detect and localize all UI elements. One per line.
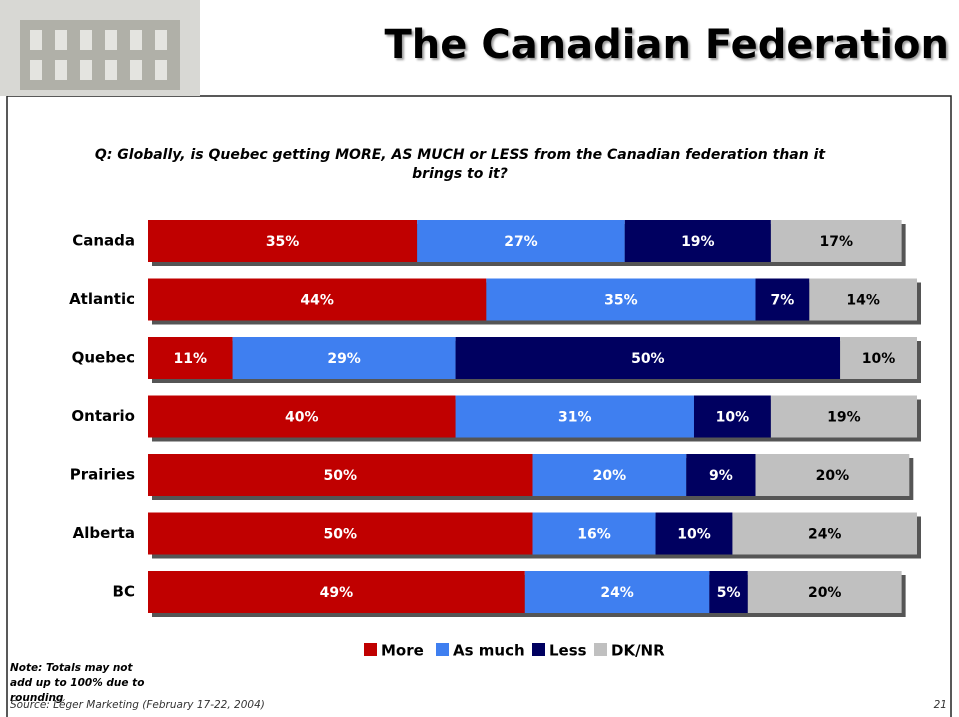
- legend-swatch: [436, 643, 449, 656]
- data-label: 49%: [320, 585, 354, 601]
- data-label: 20%: [808, 585, 842, 601]
- data-label: 16%: [577, 527, 611, 543]
- data-label: 31%: [558, 410, 592, 426]
- y-tick-label: Canada: [72, 232, 135, 250]
- data-label: 17%: [819, 234, 853, 250]
- data-label: 24%: [808, 527, 842, 543]
- chart: Canada 35% 27% 19% 17% Atlantic 44% 35% 7% 14% Que…: [0, 0, 959, 717]
- data-label: 50%: [323, 527, 357, 543]
- slide-title: The Canadian Federation: [385, 22, 949, 68]
- data-label: 10%: [862, 351, 896, 367]
- data-label: 40%: [285, 410, 319, 426]
- y-tick-label: Prairies: [70, 466, 135, 484]
- y-tick-label: Quebec: [72, 349, 135, 367]
- question: Q: Globally, is Quebec getting MORE, AS …: [70, 146, 850, 184]
- data-label: 7%: [771, 293, 795, 309]
- data-label: 50%: [631, 351, 665, 367]
- data-label: 27%: [504, 234, 538, 250]
- data-label: 35%: [266, 234, 300, 250]
- data-label: 50%: [323, 468, 357, 484]
- data-label: 5%: [717, 585, 741, 601]
- y-tick-label: Atlantic: [69, 290, 135, 308]
- legend-swatch: [532, 643, 545, 656]
- data-label: 29%: [327, 351, 361, 367]
- data-label: 10%: [716, 410, 750, 426]
- legend-label: DK/NR: [611, 642, 665, 660]
- data-label: 24%: [600, 585, 634, 601]
- data-label: 20%: [593, 468, 627, 484]
- page-number: 21: [934, 699, 947, 711]
- y-tick-label: BC: [113, 583, 135, 601]
- source: Source: Léger Marketing (February 17-22,…: [10, 699, 265, 711]
- data-label: 10%: [677, 527, 711, 543]
- data-label: 44%: [300, 293, 334, 309]
- data-label: 14%: [846, 293, 880, 309]
- legend-swatch: [364, 643, 377, 656]
- legend-label: As much: [453, 642, 525, 660]
- data-label: 9%: [709, 468, 733, 484]
- slide: Canada 35% 27% 19% 17% Atlantic 44% 35% 7% 14% Que…: [0, 0, 959, 717]
- data-label: 20%: [816, 468, 850, 484]
- y-tick-label: Alberta: [73, 524, 135, 542]
- data-label: 19%: [681, 234, 715, 250]
- data-label: 19%: [827, 410, 861, 426]
- legend-swatch: [594, 643, 607, 656]
- data-label: 11%: [174, 351, 208, 367]
- building-photo-detail: [20, 20, 180, 90]
- legend-label: Less: [549, 642, 587, 660]
- y-tick-label: Ontario: [71, 407, 135, 425]
- legend-label: More: [381, 642, 424, 660]
- data-label: 35%: [604, 293, 638, 309]
